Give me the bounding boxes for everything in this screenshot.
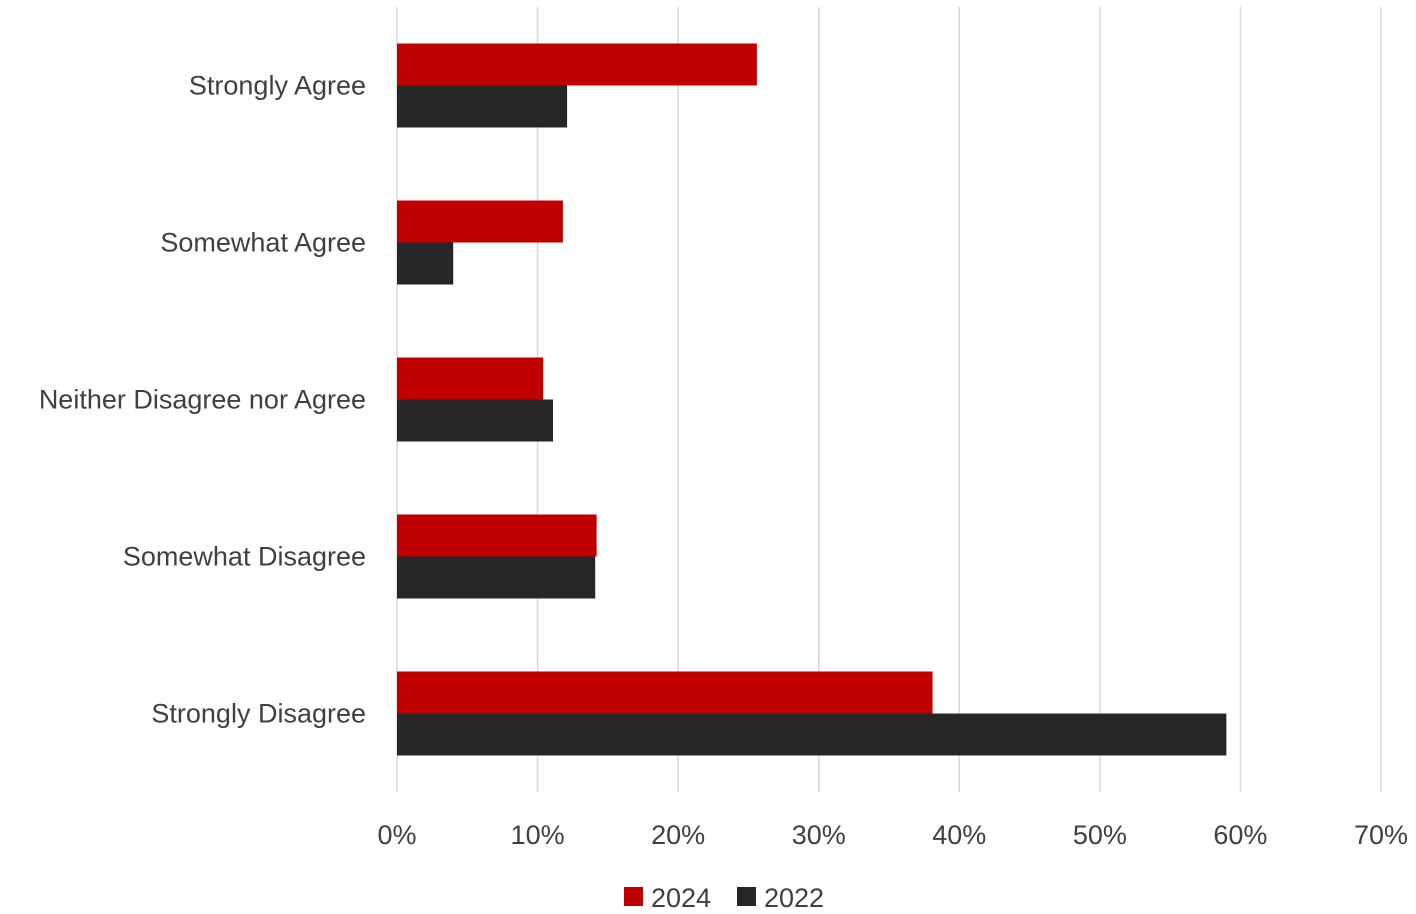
bar-2024-strongly-agree: [397, 43, 757, 86]
x-tick-label: 30%: [792, 820, 846, 850]
legend-swatch-2022: [737, 887, 756, 906]
gridlines: [396, 7, 1382, 792]
x-tick-label: 20%: [651, 820, 705, 850]
legend-label-2024: 2024: [651, 883, 711, 913]
x-tick-label: 40%: [932, 820, 986, 850]
bar-2022-somewhat-agree: [397, 242, 454, 285]
bar-2024-somewhat-disagree: [397, 514, 597, 557]
x-tick-label: 50%: [1073, 820, 1127, 850]
legend-swatch-2024: [624, 887, 643, 906]
x-tick-label: 10%: [511, 820, 565, 850]
bar-2024-strongly-disagree: [397, 671, 933, 714]
legend-label-2022: 2022: [764, 883, 824, 913]
x-tick-label: 70%: [1354, 820, 1408, 850]
x-tick-label: 60%: [1213, 820, 1267, 850]
bar-2022-neither-disagree-nor-agree: [397, 399, 554, 442]
x-tick-label: 0%: [377, 820, 416, 850]
bar-2022-strongly-agree: [397, 85, 568, 128]
x-axis-ticks: 0% 10% 20% 30% 40% 50% 60% 70%: [377, 820, 1408, 850]
legend: 2024 2022: [624, 883, 824, 913]
category-label: Strongly Disagree: [151, 699, 366, 729]
bar-2024-somewhat-agree: [397, 200, 563, 243]
category-labels: Strongly Agree Somewhat Agree Neither Disa…: [39, 71, 366, 729]
bars: [397, 43, 1227, 756]
category-label: Neither Disagree nor Agree: [39, 385, 366, 415]
bar-2022-strongly-disagree: [397, 713, 1227, 756]
category-label: Somewhat Agree: [160, 228, 366, 258]
category-label: Strongly Agree: [189, 71, 366, 101]
category-label: Somewhat Disagree: [123, 542, 366, 572]
bar-2022-somewhat-disagree: [397, 556, 596, 599]
bar-2024-neither-disagree-nor-agree: [397, 357, 544, 400]
